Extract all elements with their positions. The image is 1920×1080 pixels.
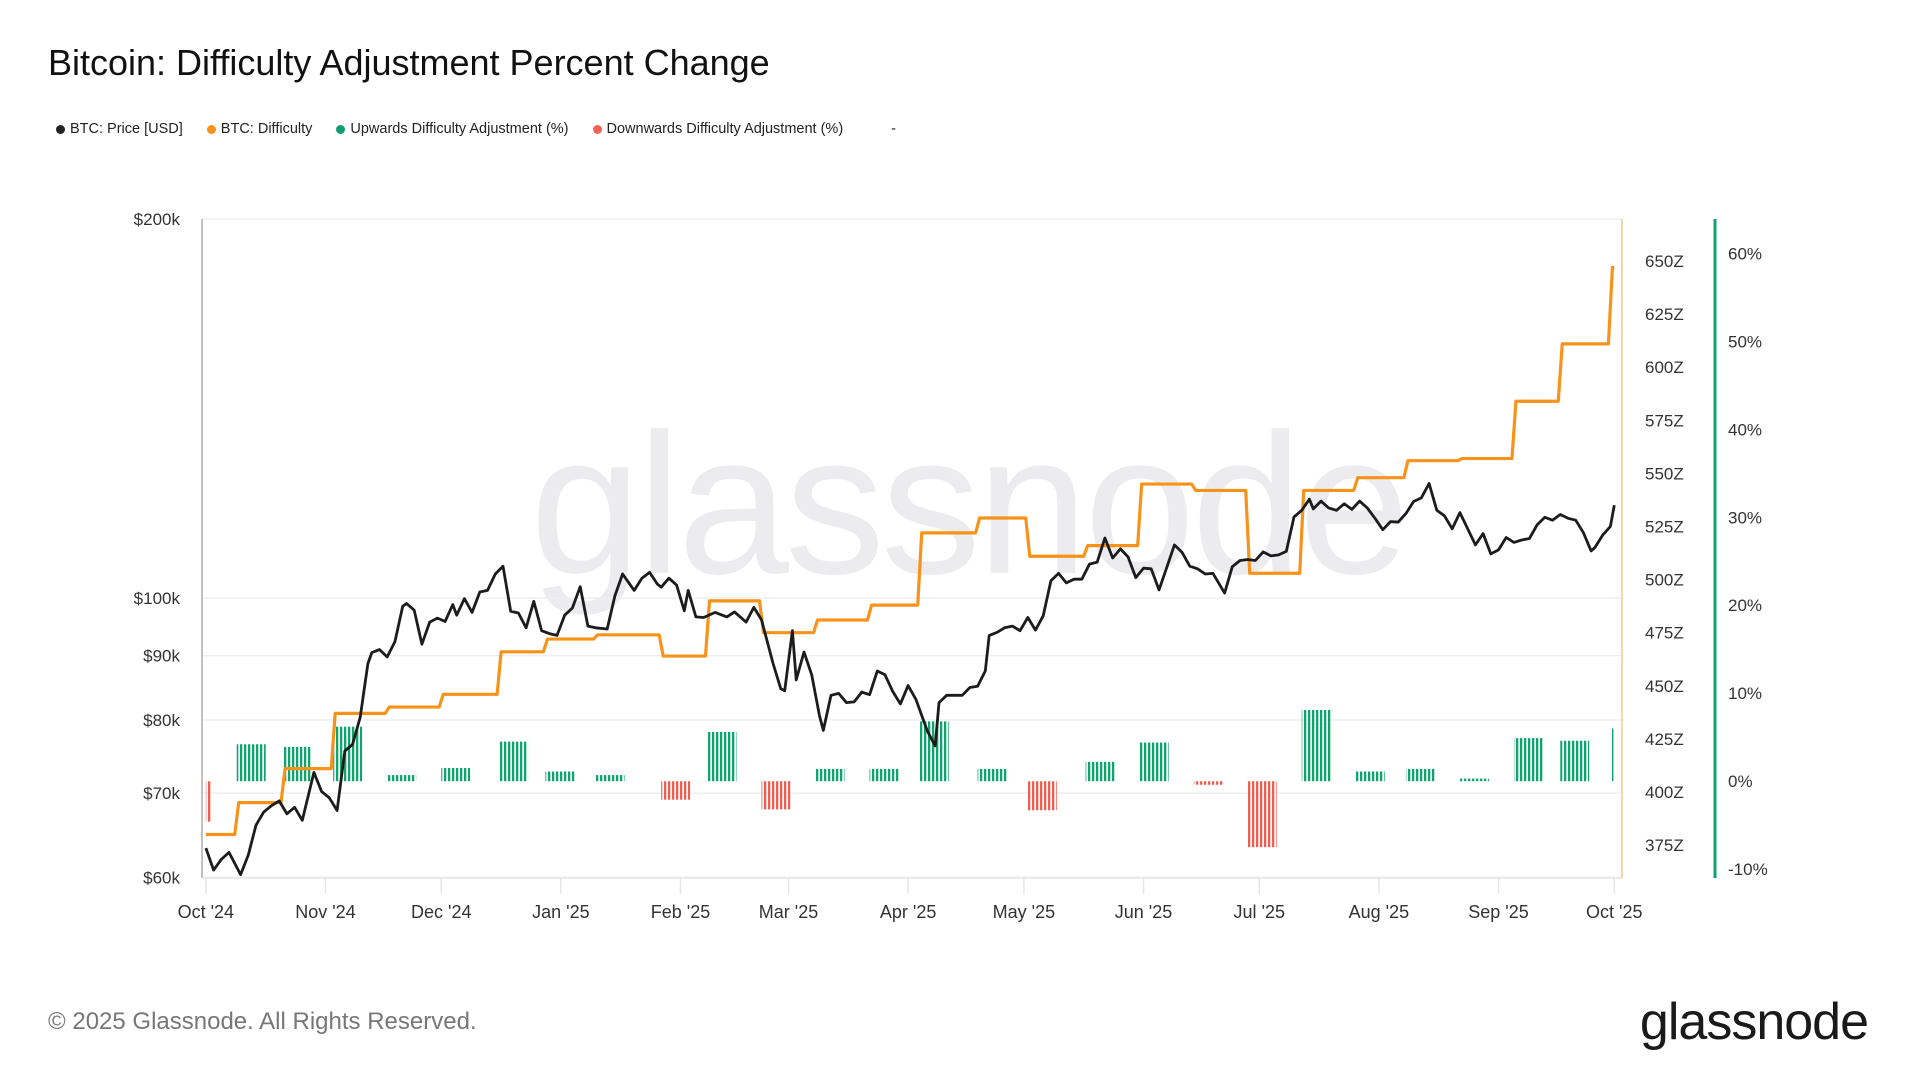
difficulty-tick-label: 550Z	[1645, 464, 1684, 483]
upward-adjustment-bar	[1405, 768, 1435, 782]
difficulty-tick-label: 475Z	[1645, 624, 1684, 643]
price-tick-label: $90k	[143, 647, 180, 666]
upward-adjustment-bar	[545, 771, 575, 782]
x-tick-label: Nov '24	[295, 902, 355, 922]
upward-adjustment-bar	[1610, 728, 1614, 782]
upward-adjustment-bar	[333, 726, 363, 782]
downward-adjustment-bar	[1027, 781, 1057, 811]
upward-adjustment-bar	[1139, 742, 1169, 782]
legend-dot-icon	[592, 124, 602, 134]
legend-label: Upwards Difficulty Adjustment (%)	[350, 121, 569, 137]
upward-adjustment-bar	[595, 775, 625, 782]
upward-adjustment-bar	[1301, 709, 1331, 782]
difficulty-tick-label: 625Z	[1645, 305, 1684, 324]
downward-adjustment-bar	[1247, 781, 1277, 848]
legend-label: Downwards Difficulty Adjustment (%)	[606, 121, 844, 137]
legend-label: BTC: Price [USD]	[70, 121, 183, 137]
x-tick-label: Apr '25	[880, 902, 936, 922]
upward-adjustment-bar	[919, 721, 949, 782]
upward-adjustment-bar	[977, 768, 1007, 782]
difficulty-tick-label: 375Z	[1645, 836, 1684, 855]
legend-label: BTC: Difficulty	[220, 121, 313, 137]
upward-adjustment-bar	[815, 768, 845, 782]
watermark: glassnode	[530, 393, 1410, 616]
downward-adjustment-bar	[661, 781, 691, 800]
price-tick-label: $200k	[134, 210, 181, 229]
legend-item-upwards[interactable]: Upwards Difficulty Adjustment (%)	[336, 121, 569, 137]
x-tick-label: May '25	[993, 902, 1055, 922]
price-tick-label: $100k	[134, 589, 181, 608]
x-tick-label: Sep '25	[1468, 902, 1529, 922]
legend-dot-icon	[336, 124, 346, 134]
legend-dot-icon	[206, 124, 216, 134]
upward-adjustment-bar	[387, 775, 417, 782]
x-tick-label: Oct '24	[178, 902, 234, 922]
upward-adjustment-bar	[499, 741, 529, 782]
difficulty-line	[205, 265, 1615, 837]
legend-item-downwards[interactable]: Downwards Difficulty Adjustment (%)	[592, 121, 844, 137]
downward-adjustment-bar	[1193, 781, 1223, 785]
x-tick-label: Feb '25	[651, 902, 710, 922]
x-tick-label: Aug '25	[1349, 902, 1410, 922]
glassnode-logo: glassnode	[1639, 993, 1869, 1051]
copyright: © 2025 Glassnode. All Rights Reserved.	[48, 1008, 477, 1035]
price-tick-label: $60k	[143, 868, 180, 887]
chart-title: Bitcoin: Difficulty Adjustment Percent C…	[48, 42, 770, 83]
price-tick-label: $80k	[143, 711, 180, 730]
difficulty-tick-label: 525Z	[1645, 518, 1684, 537]
legend-extra: -	[891, 121, 896, 137]
upward-adjustment-bar	[1355, 771, 1385, 782]
percent-tick-label: 20%	[1728, 596, 1762, 615]
x-tick-label: Jul '25	[1234, 902, 1285, 922]
difficulty-tick-label: 400Z	[1645, 783, 1684, 802]
percent-tick-label: 60%	[1728, 244, 1762, 263]
upward-adjustment-bar	[1459, 778, 1489, 782]
downward-adjustment-bar	[205, 781, 212, 822]
x-tick-label: Dec '24	[411, 902, 471, 922]
percent-tick-label: 40%	[1728, 420, 1762, 439]
x-tick-label: Jun '25	[1115, 902, 1172, 922]
x-tick-label: Oct '25	[1586, 902, 1642, 922]
percent-tick-label: 30%	[1728, 508, 1762, 527]
downward-adjustment-bar	[761, 781, 791, 810]
upward-adjustment-bar	[283, 746, 312, 782]
x-tick-label: Mar '25	[759, 902, 818, 922]
upward-adjustment-bar	[1560, 740, 1590, 782]
upward-adjustment-bar	[869, 768, 899, 782]
difficulty-tick-label: 650Z	[1645, 252, 1684, 271]
percent-tick-label: 50%	[1728, 332, 1762, 351]
upward-adjustment-bar	[707, 731, 737, 782]
price-line	[204, 482, 1616, 876]
legend-item-difficulty[interactable]: BTC: Difficulty	[206, 121, 313, 137]
upward-adjustment-bar	[1513, 738, 1543, 782]
difficulty-tick-label: 450Z	[1645, 677, 1684, 696]
price-tick-label: $70k	[143, 784, 180, 803]
legend-dot-icon	[56, 124, 65, 134]
x-tick-label: Jan '25	[532, 902, 589, 922]
difficulty-tick-label: 425Z	[1645, 730, 1684, 749]
upward-adjustment-bar	[441, 768, 471, 782]
legend-item-price[interactable]: BTC: Price [USD]	[56, 121, 183, 137]
difficulty-tick-label: 600Z	[1645, 358, 1684, 377]
legend: BTC: Price [USD] BTC: Difficulty Upwards…	[56, 121, 896, 137]
upward-adjustment-bar	[236, 744, 266, 782]
upward-adjustment-bar	[1085, 761, 1115, 782]
percent-tick-label: 0%	[1728, 772, 1753, 791]
difficulty-tick-label: 575Z	[1645, 411, 1684, 430]
percent-tick-label: -10%	[1728, 860, 1768, 879]
percent-tick-label: 10%	[1728, 684, 1762, 703]
difficulty-tick-label: 500Z	[1645, 571, 1684, 590]
